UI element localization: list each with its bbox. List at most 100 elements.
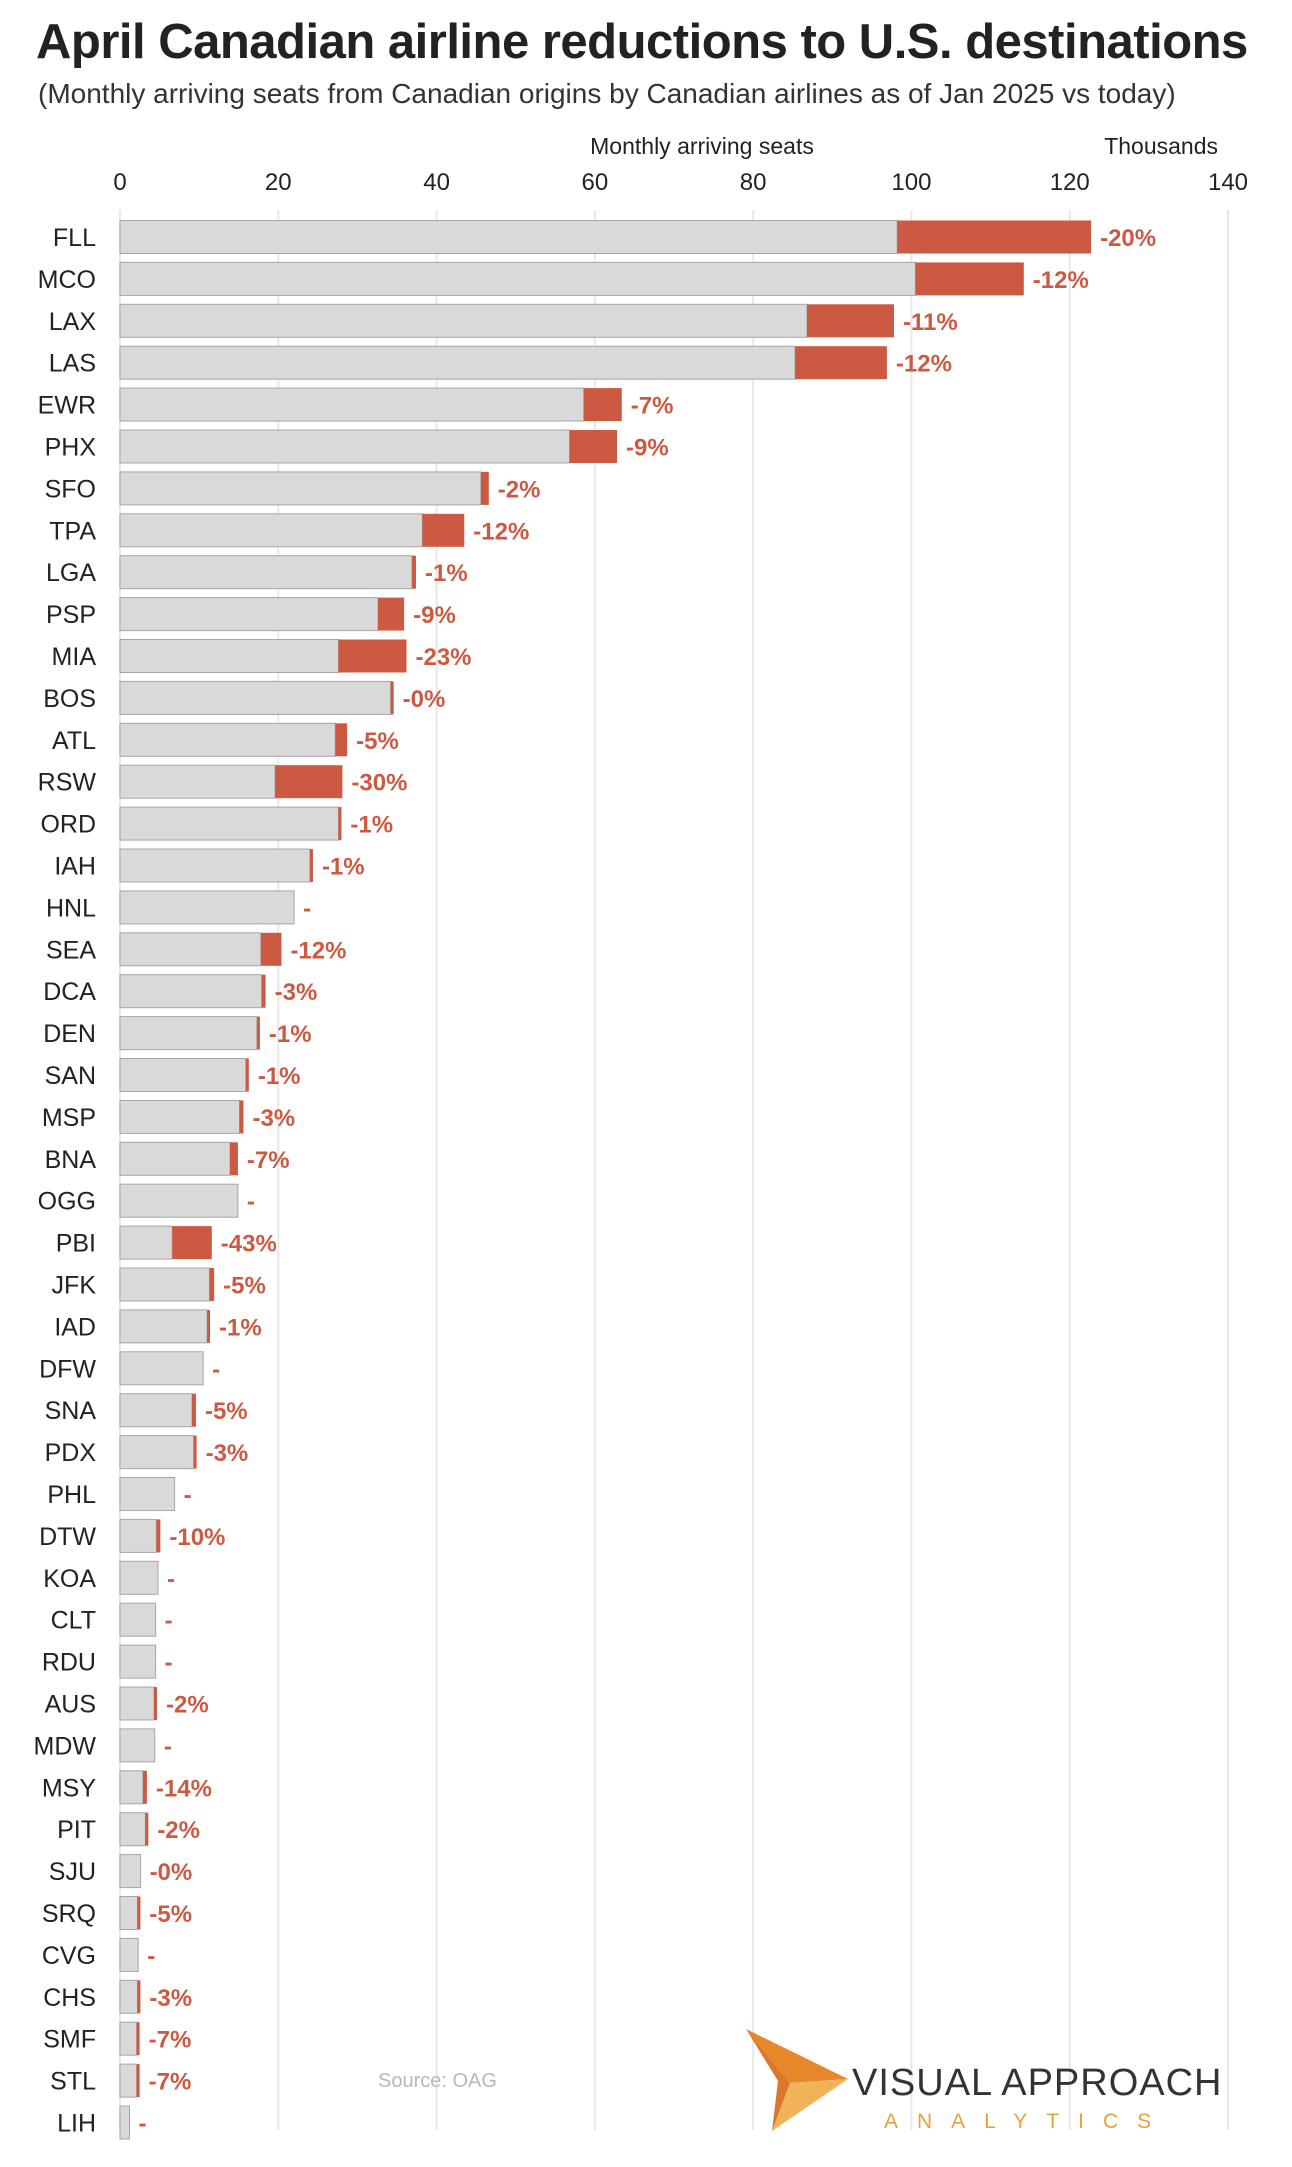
chart-title: April Canadian airline reductions to U.S… bbox=[36, 15, 1248, 69]
percent-change-label: -20% bbox=[1100, 225, 1156, 252]
bar-current-seats bbox=[119, 1896, 138, 1930]
percent-change-label: -3% bbox=[275, 979, 318, 1006]
percent-change-label: -14% bbox=[156, 1775, 212, 1802]
bar-reduction bbox=[806, 304, 895, 338]
bar-reduction bbox=[142, 1770, 147, 1804]
category-label: EWR bbox=[38, 392, 96, 420]
category-label: DEN bbox=[43, 1020, 96, 1048]
category-label: CHS bbox=[43, 1984, 96, 2012]
x-tick-label: 0 bbox=[113, 169, 126, 196]
category-label: MCO bbox=[38, 266, 96, 294]
category-label: LAS bbox=[49, 350, 96, 378]
percent-change-label: -12% bbox=[473, 518, 529, 545]
bar-current-seats bbox=[119, 1099, 241, 1134]
category-label: PIT bbox=[57, 1816, 96, 1844]
percent-change-label: -23% bbox=[415, 644, 471, 671]
bar-reduction bbox=[583, 388, 622, 422]
bar-current-seats bbox=[119, 1141, 231, 1176]
percent-change-label: - bbox=[147, 1943, 155, 1970]
bar-current-seats bbox=[119, 513, 423, 548]
bar-current-seats bbox=[119, 1267, 210, 1302]
percent-change-label: - bbox=[167, 1566, 175, 1593]
percent-change-label: - bbox=[138, 2111, 146, 2138]
category-label: LAX bbox=[49, 308, 97, 336]
bar-current-seats bbox=[119, 1644, 157, 1679]
logo-name: VISUAL APPROACH bbox=[852, 2062, 1223, 2104]
percent-change-label: -1% bbox=[219, 1314, 262, 1341]
bar-current-seats bbox=[119, 806, 339, 841]
bar-reduction bbox=[795, 346, 887, 380]
bar-current-seats bbox=[119, 1351, 204, 1386]
bar-reduction bbox=[569, 430, 618, 463]
category-label: RDU bbox=[42, 1649, 96, 1677]
category-label: SNA bbox=[45, 1397, 97, 1425]
percent-change-label: -2% bbox=[498, 476, 541, 503]
bar-current-seats bbox=[119, 764, 276, 799]
percent-change-label: -1% bbox=[269, 1021, 312, 1048]
bar-reduction bbox=[378, 597, 405, 631]
percent-change-label: - bbox=[184, 1482, 192, 1509]
percent-change-label: - bbox=[165, 1650, 173, 1677]
category-label: SRQ bbox=[42, 1900, 96, 1928]
bar-current-seats bbox=[119, 345, 796, 380]
bar-reduction bbox=[154, 1687, 158, 1720]
bar-current-seats bbox=[119, 722, 336, 757]
bar-reduction bbox=[335, 723, 348, 757]
category-label: BNA bbox=[45, 1146, 97, 1174]
x-axis-unit-label: Thousands bbox=[1104, 133, 1218, 159]
percent-change-label: -2% bbox=[166, 1692, 209, 1719]
x-tick-label: 80 bbox=[740, 169, 767, 196]
bar-current-seats bbox=[119, 1560, 159, 1595]
bar-reduction bbox=[422, 513, 465, 547]
category-label: JFK bbox=[52, 1272, 97, 1300]
percent-change-label: -3% bbox=[252, 1105, 295, 1132]
category-label: SAN bbox=[45, 1062, 96, 1090]
bar-current-seats bbox=[119, 1435, 195, 1470]
bar-current-seats bbox=[119, 303, 808, 338]
bar-reduction bbox=[275, 765, 343, 799]
category-label: ORD bbox=[40, 811, 96, 839]
category-label: MDW bbox=[34, 1732, 97, 1760]
bar-current-seats bbox=[119, 890, 295, 925]
percent-change-label: -12% bbox=[290, 937, 346, 964]
category-label: PBI bbox=[56, 1230, 96, 1258]
percent-change-label: -7% bbox=[631, 393, 674, 420]
chart-subtitle: (Monthly arriving seats from Canadian or… bbox=[38, 78, 1176, 109]
bar-current-seats bbox=[119, 387, 585, 422]
category-label: MSP bbox=[42, 1104, 96, 1132]
bar-reduction bbox=[156, 1519, 161, 1553]
percent-change-label: - bbox=[247, 1189, 255, 1216]
category-label: FLL bbox=[53, 224, 96, 252]
bar-current-seats bbox=[119, 1393, 193, 1428]
category-label: OGG bbox=[38, 1188, 96, 1216]
x-axis-ticks: 0 20 40 60 80 100 120 140 bbox=[113, 169, 1248, 196]
bar-current-seats bbox=[119, 1058, 247, 1092]
bar-reduction bbox=[193, 1435, 197, 1469]
bar-current-seats bbox=[119, 974, 263, 1009]
category-label: HNL bbox=[46, 894, 96, 922]
bar-current-seats bbox=[119, 1016, 258, 1051]
category-label: SJU bbox=[49, 1858, 96, 1886]
category-label: SFO bbox=[45, 475, 96, 503]
bar-current-seats bbox=[119, 1518, 157, 1553]
bar-current-seats bbox=[119, 1937, 139, 1972]
category-label: CVG bbox=[42, 1942, 96, 1970]
category-label: ATL bbox=[52, 727, 96, 755]
percent-change-label: -5% bbox=[356, 728, 399, 755]
bar-reduction bbox=[256, 1016, 260, 1050]
bar-reduction bbox=[480, 471, 489, 505]
bar-reduction bbox=[338, 639, 407, 673]
category-label: IAH bbox=[54, 853, 96, 881]
percent-change-label: -9% bbox=[413, 602, 456, 629]
category-label: PSP bbox=[46, 601, 96, 629]
bar-current-seats bbox=[119, 261, 916, 296]
percent-change-label: -5% bbox=[205, 1398, 248, 1425]
bar-reduction bbox=[136, 2022, 140, 2056]
bars bbox=[119, 220, 1092, 2140]
x-tick-label: 60 bbox=[582, 169, 609, 196]
gridlines bbox=[119, 210, 1229, 2130]
bar-current-seats bbox=[119, 639, 339, 673]
bar-reduction bbox=[261, 974, 266, 1008]
category-labels: FLL MCO LAX LAS EWR PHX SFO TPA LGA PSP MIA BOS ATL R… bbox=[34, 224, 97, 2138]
